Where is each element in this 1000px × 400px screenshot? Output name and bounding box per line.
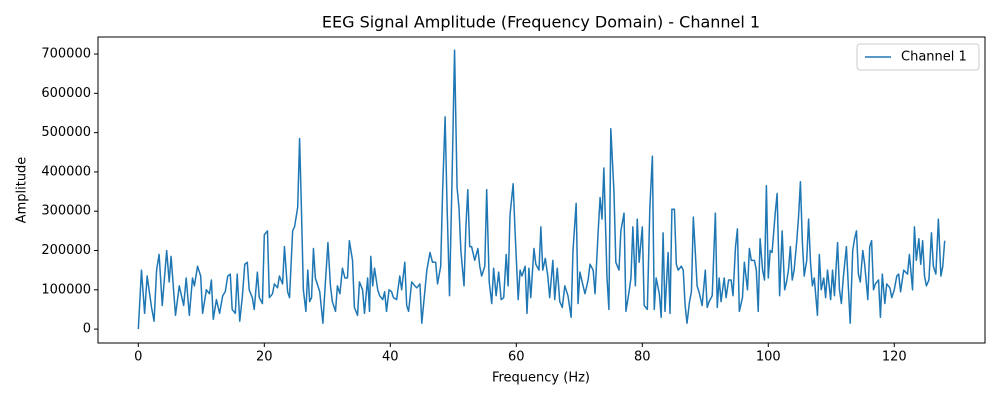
legend-label: Channel 1 [901,50,967,65]
x-tick-label: 120 [882,350,907,365]
x-axis-label: Frequency (Hz) [492,371,590,386]
x-tick-label: 100 [756,350,781,365]
plot-frame [97,36,986,344]
data-line [137,49,946,330]
chart-title: EEG Signal Amplitude (Frequency Domain) … [322,13,760,32]
y-tick-label: 500000 [41,125,91,140]
x-tick-label: 60 [508,350,525,365]
y-tick-label: 100000 [41,282,91,297]
y-tick-label: 300000 [41,204,91,219]
x-tick-label: 80 [634,350,651,365]
legend-box [856,43,980,71]
x-tick-label: 0 [134,350,142,365]
x-tick-label: 20 [256,350,273,365]
y-tick-label: 600000 [41,86,91,101]
y-tick-label: 200000 [41,243,91,258]
y-tick-label: 400000 [41,164,91,179]
y-tick-label: 700000 [41,47,91,62]
x-tick-label: 40 [382,350,399,365]
y-tick-label: 0 [83,322,91,337]
y-axis-label: Amplitude [15,157,30,224]
